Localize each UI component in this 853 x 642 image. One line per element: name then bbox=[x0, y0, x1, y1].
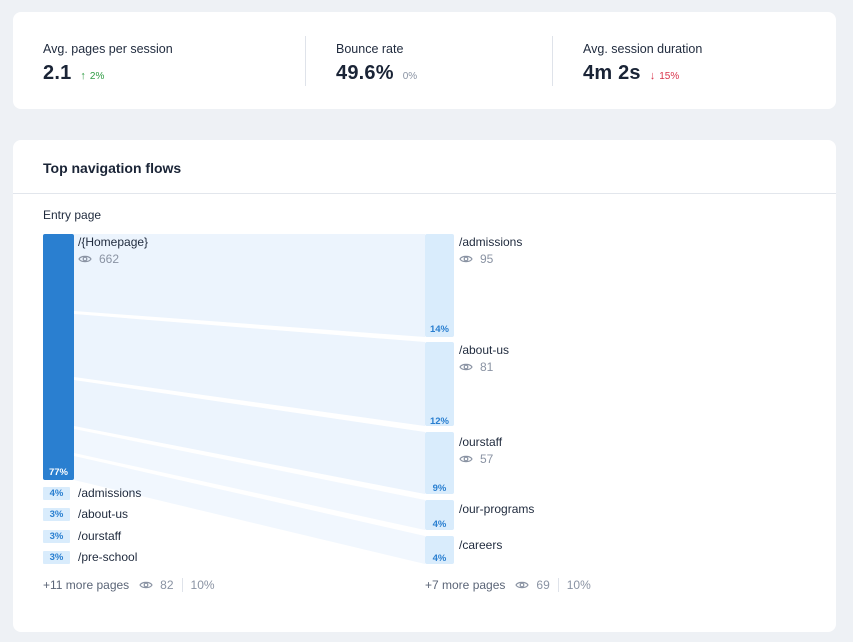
kpi-summary-card: Avg. pages per session 2.1 ↑ 2% Bounce r… bbox=[13, 12, 836, 109]
kpi-delta-value: 0% bbox=[402, 71, 418, 82]
eye-icon bbox=[515, 581, 530, 589]
more-pages-link[interactable]: +11 more pages bbox=[43, 578, 130, 592]
dest-percent: 4% bbox=[432, 553, 447, 564]
navigation-flows-card: Top navigation flows Entry page 77% /{Ho… bbox=[13, 140, 836, 632]
eye-icon bbox=[459, 255, 473, 263]
kpi-session-duration: Avg. session duration 4m 2s ↓ 15% bbox=[583, 42, 702, 85]
entry-page-name: /pre-school bbox=[78, 550, 138, 564]
views-count: 662 bbox=[99, 252, 120, 266]
dest-page-name[interactable]: /admissions bbox=[459, 235, 523, 249]
kpi-delta: 0% bbox=[403, 71, 417, 82]
entry-page-percent: 77% bbox=[48, 467, 68, 478]
entry-page-name: /ourstaff bbox=[78, 529, 122, 543]
views-count: 81 bbox=[480, 360, 494, 374]
dest-percent: 14% bbox=[429, 324, 449, 335]
kpi-delta-value: 15% bbox=[659, 70, 680, 82]
list-item-entry[interactable]: 3% /about-us bbox=[43, 507, 128, 521]
card-title: Top navigation flows bbox=[43, 160, 182, 176]
kpi-value: 2.1 bbox=[43, 62, 72, 84]
list-item-entry[interactable]: 4% /admissions bbox=[43, 486, 141, 500]
dest-views: 95 bbox=[459, 252, 493, 266]
dest-views: 57 bbox=[459, 452, 493, 466]
kpi-value: 49.6% bbox=[336, 62, 394, 84]
more-percent: 10% bbox=[566, 578, 591, 592]
kpi-divider bbox=[552, 36, 553, 86]
kpi-label: Avg. pages per session bbox=[43, 42, 173, 56]
flow-band-admissions[interactable] bbox=[74, 234, 425, 337]
dest-percent: 12% bbox=[429, 416, 449, 427]
dest-bar-about-us[interactable] bbox=[425, 342, 454, 426]
dest-views: 81 bbox=[459, 360, 493, 374]
dest-bar-careers[interactable] bbox=[425, 536, 454, 564]
entry-page-name: /admissions bbox=[78, 486, 142, 500]
arrow-down-icon: ↓ bbox=[649, 70, 656, 82]
dest-more-pages: +7 more pages 69 10% bbox=[425, 578, 591, 592]
dest-page-name[interactable]: /about-us bbox=[459, 343, 510, 357]
kpi-delta-value: 2% bbox=[89, 70, 105, 82]
separator bbox=[181, 578, 183, 592]
kpi-delta: ↓ 15% bbox=[650, 70, 680, 82]
flow-band-our-programs[interactable] bbox=[74, 429, 425, 530]
views-count: 69 bbox=[536, 578, 550, 592]
dest-page-name[interactable]: /our-programs bbox=[459, 502, 535, 516]
more-percent: 10% bbox=[190, 578, 215, 592]
entry-page-name[interactable]: /{Homepage} bbox=[78, 235, 149, 249]
entry-page-views: 662 bbox=[78, 252, 119, 266]
flow-band-careers[interactable] bbox=[74, 456, 425, 564]
percent-badge: 4% bbox=[43, 486, 70, 500]
more-pages-link[interactable]: +7 more pages bbox=[425, 578, 506, 592]
kpi-label: Avg. session duration bbox=[583, 42, 703, 56]
dest-bar-our-programs[interactable] bbox=[425, 500, 454, 530]
entry-more-pages: +11 more pages 82 10% bbox=[43, 578, 215, 592]
kpi-delta: ↑ 2% bbox=[80, 70, 104, 82]
kpi-pages-per-session: Avg. pages per session 2.1 ↑ 2% bbox=[43, 42, 173, 85]
dest-page-name[interactable]: /ourstaff bbox=[459, 435, 503, 449]
kpi-value: 4m 2s bbox=[583, 62, 641, 84]
entry-page-bar[interactable] bbox=[43, 234, 74, 480]
flow-bands bbox=[74, 234, 425, 564]
entry-page-name: /about-us bbox=[78, 507, 129, 521]
dest-bar-admissions[interactable] bbox=[425, 234, 454, 337]
flow-band-about-us[interactable] bbox=[74, 314, 425, 426]
list-item-entry[interactable]: 3% /ourstaff bbox=[43, 529, 121, 543]
more-views: 82 bbox=[139, 578, 174, 592]
eye-icon bbox=[78, 255, 92, 263]
dest-percent: 9% bbox=[432, 483, 447, 494]
divider bbox=[13, 193, 836, 194]
more-views: 69 bbox=[515, 578, 550, 592]
eye-icon bbox=[459, 363, 473, 371]
views-count: 57 bbox=[480, 452, 494, 466]
kpi-bounce-rate: Bounce rate 49.6% 0% bbox=[336, 42, 417, 85]
kpi-label: Bounce rate bbox=[336, 42, 404, 56]
arrow-up-icon: ↑ bbox=[80, 70, 86, 82]
percent-badge: 3% bbox=[43, 550, 70, 564]
percent-badge: 3% bbox=[43, 529, 70, 543]
dest-bar-ourstaff[interactable] bbox=[425, 432, 454, 494]
list-item-entry[interactable]: 3% /pre-school bbox=[43, 550, 137, 564]
percent-badge: 3% bbox=[43, 507, 70, 521]
dest-percent: 4% bbox=[432, 519, 447, 530]
flow-band-ourstaff[interactable] bbox=[74, 380, 425, 494]
entry-page-label: Entry page bbox=[43, 208, 102, 222]
eye-icon bbox=[139, 581, 153, 589]
views-count: 82 bbox=[160, 578, 174, 592]
dest-page-name[interactable]: /careers bbox=[459, 538, 503, 552]
separator bbox=[557, 578, 559, 592]
kpi-divider bbox=[305, 36, 306, 86]
views-count: 95 bbox=[480, 252, 494, 266]
eye-icon bbox=[459, 455, 473, 463]
